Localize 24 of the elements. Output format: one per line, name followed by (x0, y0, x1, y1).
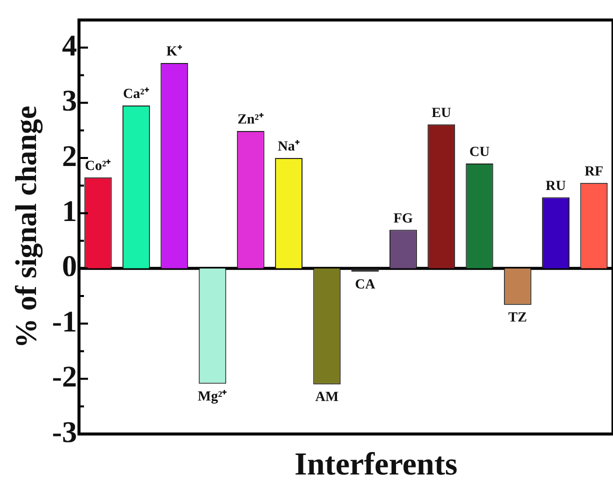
y-tick-label: -3 (52, 416, 77, 449)
y-axis-title: % of signal change (10, 106, 43, 348)
x-tick-label: TZ (508, 310, 527, 326)
y-tick-label: -1 (52, 305, 77, 338)
x-tick-label: EU (432, 106, 452, 121)
x-tick-label: CU (469, 145, 490, 160)
y-tick-label: -2 (52, 360, 77, 394)
x-tick-label: CA (354, 277, 376, 292)
x-tick-label: RF (584, 164, 604, 180)
y-tick-label: 1 (62, 194, 77, 228)
x-tick-label: Ca²⁺ (123, 87, 150, 102)
x-tick-label: FG (393, 211, 414, 226)
x-tick-label: Na⁺ (278, 140, 300, 155)
x-tick-label: K⁺ (166, 44, 182, 60)
y-tick-label: 2 (62, 140, 77, 173)
y-tick-label: 3 (62, 84, 77, 118)
x-tick-label: Mg²⁺ (198, 389, 228, 404)
x-tick-label: RU (546, 178, 566, 194)
x-tick-label: Zn²⁺ (237, 112, 264, 128)
y-tick-label: 4 (62, 29, 77, 62)
x-axis-title: Interferents (294, 445, 458, 482)
x-tick-label: Co²⁺ (84, 158, 112, 174)
x-tick-label: AM (315, 390, 339, 405)
y-tick-label: 0 (62, 250, 77, 284)
